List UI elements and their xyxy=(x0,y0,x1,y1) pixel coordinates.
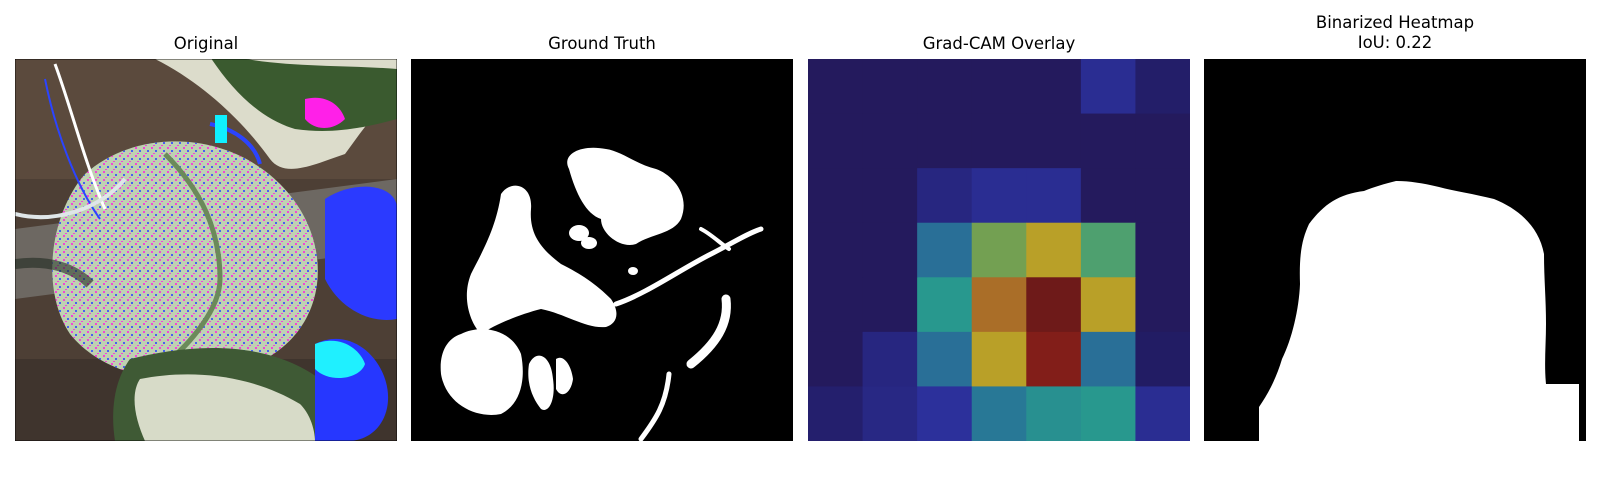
heatmap-cell xyxy=(971,168,1027,224)
heatmap-cell xyxy=(1135,113,1190,169)
heatmap-cell xyxy=(808,113,864,169)
heatmap-cell xyxy=(808,277,864,333)
heatmap-cell xyxy=(1135,331,1190,387)
heatmap-cell xyxy=(1026,59,1082,115)
panel-title-binarized-heatmap: Binarized Heatmap IoU: 0.22 xyxy=(1204,13,1586,53)
heatmap-cell xyxy=(917,386,973,441)
heatmap-cell xyxy=(862,168,918,224)
heatmap-cell xyxy=(1026,331,1082,387)
heatmap-cell xyxy=(1135,386,1190,441)
heatmap-cell xyxy=(1080,168,1136,224)
heatmap-cell xyxy=(808,59,864,115)
heatmap-cell xyxy=(1026,386,1082,441)
heatmap-cell xyxy=(917,331,973,387)
heatmap-cell xyxy=(971,386,1027,441)
heatmap-cell xyxy=(917,222,973,278)
heatmap-cell xyxy=(862,277,918,333)
heatmap-cell xyxy=(1080,113,1136,169)
heatmap-cell xyxy=(971,331,1027,387)
binarized-heatmap-panel xyxy=(1204,59,1586,441)
heatmap-cell xyxy=(862,222,918,278)
heatmap-cell xyxy=(1135,277,1190,333)
heatmap-cell xyxy=(971,222,1027,278)
heatmap-cell xyxy=(1080,222,1136,278)
heatmap-cell xyxy=(1135,168,1190,224)
heatmap-cell xyxy=(1026,277,1082,333)
ground-truth-panel xyxy=(411,59,793,441)
heatmap-cell xyxy=(808,331,864,387)
heatmap-cell xyxy=(1026,168,1082,224)
heatmap-cell xyxy=(862,59,918,115)
heatmap-cell xyxy=(1080,331,1136,387)
heatmap-cell xyxy=(917,168,973,224)
original-image-panel xyxy=(15,59,397,441)
gradcam-overlay-panel xyxy=(808,59,1190,441)
heatmap-cell xyxy=(808,386,864,441)
heatmap-cell xyxy=(971,113,1027,169)
heatmap-cell xyxy=(1080,386,1136,441)
binarized-heatmap-title: Binarized Heatmap xyxy=(1315,13,1475,32)
binarized-heatmap-mask xyxy=(1204,59,1586,441)
heatmap-cell xyxy=(808,168,864,224)
heatmap-cell xyxy=(862,386,918,441)
panel-title-ground-truth: Ground Truth xyxy=(548,34,656,53)
heatmap-cell xyxy=(917,277,973,333)
panel-title-original: Original xyxy=(173,34,239,53)
ground-truth-mask xyxy=(411,59,793,441)
heatmap-cell xyxy=(862,331,918,387)
heatmap-cell xyxy=(1080,277,1136,333)
original-leaf-image xyxy=(15,59,397,441)
heatmap-cell xyxy=(862,113,918,169)
gradcam-heatmap xyxy=(808,59,1190,441)
heatmap-cell xyxy=(1026,113,1082,169)
heatmap-cell xyxy=(971,277,1027,333)
panel-title-gradcam-overlay: Grad-CAM Overlay xyxy=(922,34,1076,53)
heatmap-cell xyxy=(1080,59,1136,115)
heatmap-cell xyxy=(971,59,1027,115)
heatmap-cell xyxy=(1135,222,1190,278)
heatmap-cell xyxy=(917,59,973,115)
heatmap-cell xyxy=(808,222,864,278)
heatmap-cell xyxy=(1026,222,1082,278)
heatmap-cell xyxy=(917,113,973,169)
iou-score: IoU: 0.22 xyxy=(1357,33,1433,52)
heatmap-cell xyxy=(1135,59,1190,115)
